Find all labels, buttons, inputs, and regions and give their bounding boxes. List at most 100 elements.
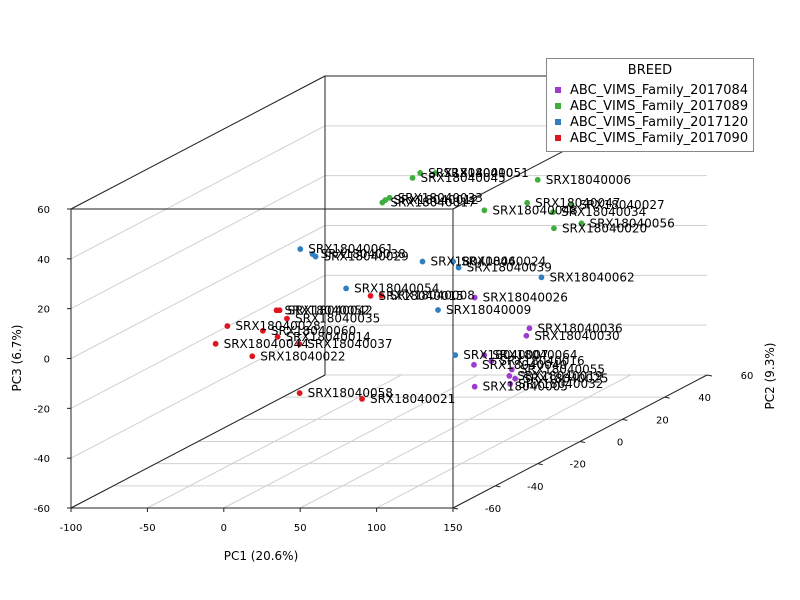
side-wall-grid-line xyxy=(70,274,326,409)
data-point xyxy=(455,264,462,271)
z-tick-label: -40 xyxy=(34,454,50,465)
point-label: SRX18040026 xyxy=(483,291,568,305)
point-label: SRX18040006 xyxy=(546,173,631,187)
box-edge xyxy=(70,75,326,210)
point-label: SRX18040012 xyxy=(393,193,478,207)
point-label: SRX18040009 xyxy=(446,303,531,317)
legend-swatch xyxy=(555,118,561,125)
point-label: SRX18040020 xyxy=(562,221,647,235)
side-wall-grid-line xyxy=(70,125,326,260)
data-point xyxy=(296,341,303,347)
z-tick-label: 60 xyxy=(37,205,50,216)
data-point xyxy=(481,207,488,214)
y-tick-mark xyxy=(706,374,713,377)
y-tick-mark xyxy=(495,485,501,488)
point-label: SRX18040062 xyxy=(549,270,634,284)
legend-swatch xyxy=(555,102,561,109)
data-point xyxy=(551,225,557,232)
point-label: SRX18040044 xyxy=(224,337,309,351)
z-tick-label: -20 xyxy=(34,404,50,415)
point-label: SRX18040048 xyxy=(492,203,577,217)
data-point xyxy=(450,258,456,265)
legend-label: ABC_VIMS_Family_2017120 xyxy=(570,115,749,130)
data-point xyxy=(435,307,441,313)
data-point xyxy=(578,220,585,227)
data-point xyxy=(508,366,515,373)
y-tick-mark xyxy=(452,507,459,510)
point-label: SRX18040060 xyxy=(271,324,356,338)
point-label: SRX18040007 xyxy=(463,348,548,362)
point-label: SRX18040014 xyxy=(286,330,371,344)
point-label: SRX18040008 xyxy=(390,289,475,303)
point-label: SRX18040034 xyxy=(561,205,646,219)
data-point xyxy=(507,381,514,387)
x-tick-label: 100 xyxy=(367,523,386,534)
data-point xyxy=(212,340,219,347)
x-tick-label: 50 xyxy=(294,523,307,534)
point-label: SRX18040036 xyxy=(537,321,622,335)
data-point xyxy=(432,170,439,176)
data-point xyxy=(524,199,531,206)
data-point xyxy=(419,258,426,265)
data-point xyxy=(312,253,319,260)
side-wall-grid-line xyxy=(70,225,326,359)
data-point xyxy=(568,201,575,208)
data-point xyxy=(471,294,478,301)
point-label: SRX18040058 xyxy=(308,386,393,400)
point-label: SRX18040025 xyxy=(523,372,608,386)
point-label: SRX18040040 xyxy=(482,358,567,372)
x-axis-title: PC1 (20.6%) xyxy=(224,549,299,563)
data-point xyxy=(506,373,513,379)
y-tick-mark xyxy=(622,418,628,421)
data-point xyxy=(481,352,488,359)
data-point xyxy=(471,383,478,390)
point-label: SRX18040035 xyxy=(295,312,380,326)
z-tick-label: 40 xyxy=(37,255,50,266)
x-tick-label: -50 xyxy=(139,523,155,534)
z-tick-label: 0 xyxy=(44,355,50,366)
legend-item-2017120: ABC_VIMS_Family_2017120 xyxy=(555,115,748,131)
legend-label: ABC_VIMS_Family_2017084 xyxy=(570,83,749,98)
y-tick-mark xyxy=(664,396,670,399)
data-point xyxy=(471,361,477,368)
data-point xyxy=(417,170,424,176)
data-point xyxy=(452,352,459,359)
point-label: SRX18040032 xyxy=(518,377,603,391)
z-tick-label: -60 xyxy=(34,504,50,515)
point-label: SRX18040022 xyxy=(260,349,345,363)
data-point xyxy=(534,176,541,183)
point-label: SRX18040045 xyxy=(421,171,506,185)
point-label: SRX18040064 xyxy=(492,348,577,362)
legend-label: ABC_VIMS_Family_2017089 xyxy=(570,99,749,114)
point-label: SRX18040037 xyxy=(307,337,392,351)
data-point xyxy=(359,395,365,402)
axis-ticks: -100 -50 0 50 100 150 -60 -40 -20 0 20 40 60 -60 -40 -2… xyxy=(34,205,754,534)
legend-swatch xyxy=(555,86,561,93)
data-point xyxy=(379,199,386,206)
z-axis-title: PC3 (6.7%) xyxy=(10,325,24,392)
y-tick-mark xyxy=(537,463,543,466)
legend: BREED ABC_VIMS_Family_2017084 ABC_VIMS_F… xyxy=(546,58,754,152)
data-point xyxy=(296,390,303,396)
point-label: SRX18040061 xyxy=(308,242,393,256)
data-point xyxy=(224,323,231,329)
legend-item-2017090: ABC_VIMS_Family_2017090 xyxy=(555,131,748,147)
data-point xyxy=(274,333,281,340)
data-point xyxy=(526,325,533,332)
side-wall-grid-line xyxy=(70,175,326,310)
point-label: SRX18040021 xyxy=(370,392,455,406)
point-label: SRX18040024 xyxy=(461,255,546,269)
point-label: SRX18040017 xyxy=(390,196,475,210)
legend-item-2017084: ABC_VIMS_Family_2017084 xyxy=(555,83,748,99)
point-label: SRX18040038 xyxy=(320,247,405,261)
data-points xyxy=(212,170,585,402)
side-wall-grid-line xyxy=(70,324,326,459)
y-tick-label: 0 xyxy=(617,438,623,449)
data-point xyxy=(488,358,495,365)
point-label: SRX18040015 xyxy=(379,289,464,303)
z-tick-label: 20 xyxy=(37,305,50,316)
data-point xyxy=(249,353,256,360)
legend-item-2017089: ABC_VIMS_Family_2017089 xyxy=(555,99,748,115)
point-label: SRX18040029 xyxy=(324,250,409,264)
legend-swatch xyxy=(555,134,561,141)
